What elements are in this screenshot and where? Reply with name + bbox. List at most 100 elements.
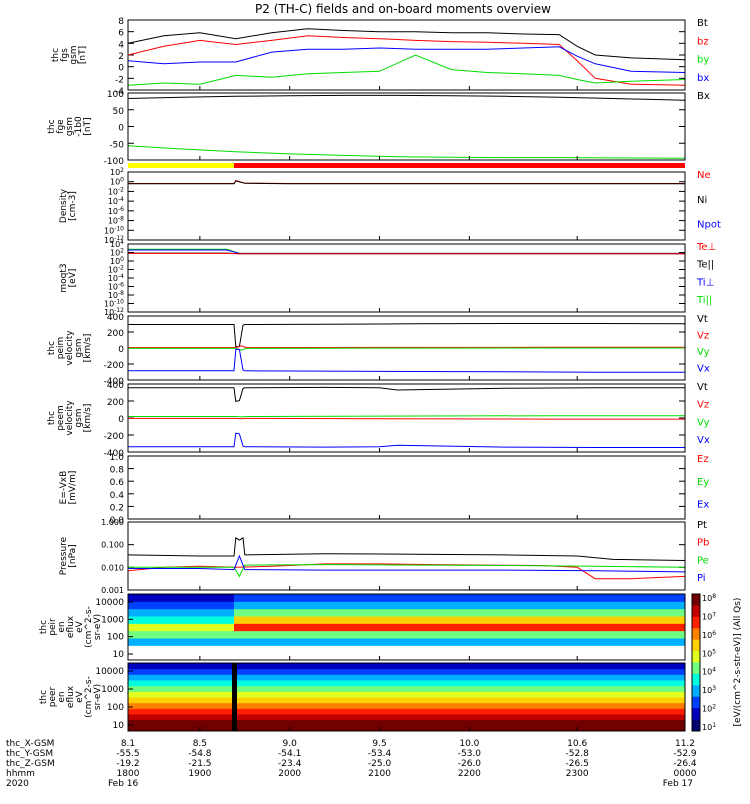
legend-entry-0-3: bx — [697, 73, 709, 84]
x-tick-value-4-6: Feb 17 — [663, 779, 693, 789]
legend-entry-8-0: Pt — [697, 520, 707, 531]
y-axis-label-7-1: [mV/m] — [68, 471, 78, 505]
legend-entry-3-1: Ni — [697, 195, 707, 206]
x-tick-value-3-6: 0000 — [674, 769, 697, 779]
x-tick-value-2-6: -26.4 — [673, 759, 697, 769]
y-tick-label-3-4: 10-6 — [108, 206, 124, 216]
heatmap-cell-9-0-6 — [128, 609, 234, 617]
heatmap-cell-9-0-0 — [128, 653, 234, 661]
legend-entry-6-1: Vz — [697, 400, 709, 411]
y-tick-label-6-2: 0 — [118, 415, 124, 425]
heatmap-cell-10-0-8 — [128, 680, 685, 686]
legend-entry-4-0: Te⊥ — [696, 242, 716, 253]
series-line-3-0 — [128, 181, 685, 184]
x-tick-value-2-2: -23.4 — [278, 759, 302, 769]
y-tick-label-3-2: 10-2 — [108, 186, 124, 196]
x-tick-value-3-3: 2100 — [368, 769, 391, 779]
y-tick-label-1-1: 50 — [113, 107, 125, 117]
heatmap-cell-9-1-1 — [234, 645, 685, 653]
y-tick-label-5-1: 200 — [107, 329, 124, 339]
series-line-6-0 — [128, 387, 685, 401]
legend-entry-4-1: Te|| — [696, 260, 714, 271]
x-tick-value-2-1: -21.5 — [188, 759, 211, 769]
legend-entry-8-3: Pi — [697, 573, 706, 584]
series-line-6-1 — [128, 418, 685, 419]
y-tick-label-7-2: 0.6 — [110, 478, 125, 488]
y-tick-label-3-5: 10-8 — [108, 216, 124, 226]
series-line-5-3 — [128, 349, 685, 372]
series-line-8-0 — [128, 538, 685, 561]
y-axis-label-3-1: [cm-3] — [68, 191, 78, 221]
series-line-0-3 — [128, 47, 685, 73]
legend-entry-5-0: Vt — [697, 314, 708, 325]
y-axis-label-0-3: [nT] — [78, 46, 88, 64]
series-line-0-1 — [128, 36, 685, 86]
x-tick-value-1-2: -54.1 — [278, 749, 301, 759]
series-line-0-0 — [128, 29, 685, 60]
legend-entry-3-2: Npot — [697, 220, 721, 231]
legend-entry-1-0: Bx — [697, 91, 710, 102]
x-tick-value-1-1: -54.8 — [188, 749, 212, 759]
heatmap-cell-10-0-7 — [128, 686, 685, 692]
x-tick-value-2-0: -19.2 — [116, 759, 139, 769]
series-line-3-1 — [128, 181, 685, 184]
legend-entry-8-1: Pb — [697, 538, 709, 549]
heatmap-cell-9-1-6 — [234, 609, 685, 617]
series-line-5-1 — [128, 346, 685, 348]
legend-entry-8-2: Pe — [697, 555, 709, 566]
y-tick-label-10-2: 100 — [107, 703, 124, 713]
heatmap-cell-9-0-8 — [128, 594, 234, 602]
heatmap-cell-9-1-8 — [234, 594, 685, 602]
series-line-1-1 — [128, 146, 685, 159]
heatmap-cell-10-0-9 — [128, 674, 685, 680]
heatmap-cell-10-0-4 — [128, 703, 685, 709]
colorbar-tick-2: 106 — [702, 630, 716, 640]
heatmap-cell-9-0-7 — [128, 601, 234, 609]
y-tick-label-7-4: 0.2 — [110, 503, 124, 513]
y-axis-label-5-4: [km/s] — [83, 334, 93, 363]
y-tick-label-1-2: 0 — [118, 124, 124, 134]
y-tick-label-9-0: 10000 — [95, 598, 124, 608]
x-tick-value-0-3: 9.5 — [372, 739, 386, 749]
colorbar-cell-5 — [692, 651, 700, 663]
y-tick-label-3-3: 10-4 — [108, 196, 124, 206]
y-tick-label-10-3: 10 — [113, 721, 125, 731]
x-row-label-4: 2020 — [6, 779, 29, 789]
heatmap-cell-9-0-1 — [128, 645, 234, 653]
y-axis-label-8-1: [nPa] — [68, 544, 78, 567]
y-tick-label-5-3: -200 — [104, 361, 125, 371]
series-line-1-0 — [128, 95, 685, 100]
x-tick-value-2-4: -26.0 — [458, 759, 482, 769]
heatmap-cell-10-0-5 — [128, 697, 685, 703]
legend-entry-7-1: Ey — [697, 477, 709, 488]
heatmap-cell-10-0-11 — [128, 663, 685, 669]
colorbar-label: [eV/(cm^2-s-str-eV)] (All Qs) — [733, 598, 743, 727]
status-bar-segment-0 — [128, 163, 234, 168]
heatmap-cell-10-0-2 — [128, 714, 685, 720]
x-tick-value-2-5: -26.5 — [566, 759, 589, 769]
x-row-label-2: thc_Z-GSM — [6, 759, 55, 769]
x-tick-value-3-1: 1900 — [188, 769, 211, 779]
x-tick-value-3-2: 2000 — [278, 769, 301, 779]
y-axis-label-6-4: [km/s] — [83, 404, 93, 433]
x-tick-value-1-4: -53.0 — [458, 749, 482, 759]
y-tick-label-6-3: -200 — [104, 432, 125, 442]
y-axis-label-1-4: [nT] — [83, 117, 93, 135]
y-tick-label-10-0: 10000 — [95, 667, 124, 677]
colorbar-tick-7: 101 — [702, 722, 716, 732]
legend-entry-5-2: Vy — [697, 347, 710, 358]
y-tick-label-7-0: 1.0 — [110, 453, 125, 463]
colorbar-cell-11 — [692, 720, 700, 732]
x-tick-value-0-6: 11.2 — [675, 739, 695, 749]
x-row-label-3: hhmm — [6, 769, 35, 779]
y-tick-label-8-3: 0.001 — [101, 586, 124, 595]
x-tick-value-1-0: -55.5 — [116, 749, 139, 759]
legend-entry-5-3: Vx — [697, 364, 710, 375]
y-tick-label-6-0: 400 — [107, 381, 124, 391]
colorbar-tick-4: 104 — [702, 667, 716, 677]
x-tick-value-0-0: 8.1 — [121, 739, 135, 749]
colorbar-cell-10 — [692, 708, 700, 720]
status-bar-segment-1 — [234, 163, 685, 168]
x-row-label-0: thc_X-GSM — [6, 739, 54, 749]
